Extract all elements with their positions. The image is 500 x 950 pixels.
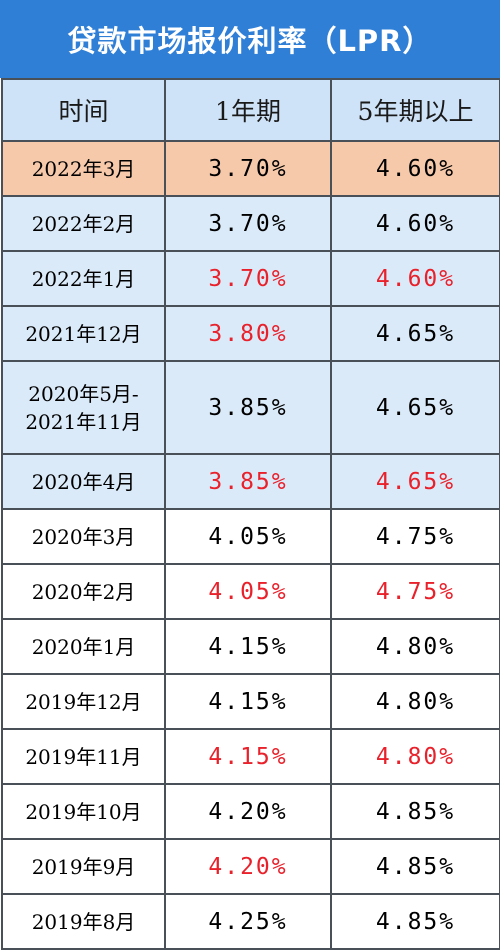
period-cell: 2019年8月 — [1, 893, 166, 950]
table-row: 2021年12月 3.80% 4.65% — [1, 305, 500, 362]
five-year-rate-cell: 4.65% — [330, 453, 500, 510]
table-row: 2019年8月 4.25% 4.85% — [1, 893, 500, 950]
one-year-rate-cell: 4.05% — [164, 508, 332, 565]
table-row: 2019年10月 4.20% 4.85% — [1, 783, 500, 840]
table-row: 2020年2月 4.05% 4.75% — [1, 563, 500, 620]
one-year-rate-cell: 4.20% — [164, 838, 332, 895]
five-year-rate-cell: 4.75% — [330, 563, 500, 620]
table-row: 2020年3月 4.05% 4.75% — [1, 508, 500, 565]
one-year-rate-cell: 4.15% — [164, 673, 332, 730]
table-row: 2019年12月 4.15% 4.80% — [1, 673, 500, 730]
five-year-rate-cell: 4.85% — [330, 838, 500, 895]
period-cell: 2021年12月 — [1, 305, 166, 362]
period-cell: 2020年5月- 2021年11月 — [1, 360, 166, 455]
table-row: 2019年11月 4.15% 4.80% — [1, 728, 500, 785]
column-header-five-year: 5年期以上 — [330, 78, 500, 142]
period-cell: 2019年11月 — [1, 728, 166, 785]
column-header-period: 时间 — [1, 78, 166, 142]
period-cell: 2019年10月 — [1, 783, 166, 840]
table-row: 2020年5月- 2021年11月 3.85% 4.65% — [1, 360, 500, 455]
period-cell: 2022年3月 — [1, 140, 166, 197]
one-year-rate-cell: 4.15% — [164, 728, 332, 785]
one-year-rate-cell: 4.25% — [164, 893, 332, 950]
table-row: 2020年4月 3.85% 4.65% — [1, 453, 500, 510]
table-row: 2020年1月 4.15% 4.80% — [1, 618, 500, 675]
five-year-rate-cell: 4.80% — [330, 673, 500, 730]
five-year-rate-cell: 4.65% — [330, 305, 500, 362]
period-cell: 2022年1月 — [1, 250, 166, 307]
five-year-rate-cell: 4.85% — [330, 893, 500, 950]
table-row: 2022年1月 3.70% 4.60% — [1, 250, 500, 307]
table-row: 2022年2月 3.70% 4.60% — [1, 195, 500, 252]
one-year-rate-cell: 4.20% — [164, 783, 332, 840]
five-year-rate-cell: 4.75% — [330, 508, 500, 565]
one-year-rate-cell: 3.70% — [164, 140, 332, 197]
period-cell: 2019年9月 — [1, 838, 166, 895]
table-header: 时间 1年期 5年期以上 — [1, 78, 500, 142]
five-year-rate-cell: 4.60% — [330, 140, 500, 197]
one-year-rate-cell: 3.85% — [164, 453, 332, 510]
period-cell: 2020年4月 — [1, 453, 166, 510]
table-row: 2019年9月 4.20% 4.85% — [1, 838, 500, 895]
table-body: 2022年3月 3.70% 4.60% 2022年2月 3.70% 4.60% 2022年1… — [1, 140, 500, 950]
period-cell: 2020年2月 — [1, 563, 166, 620]
five-year-rate-cell: 4.80% — [330, 618, 500, 675]
column-header-one-year: 1年期 — [164, 78, 332, 142]
page-title: 贷款市场报价利率（LPR） — [0, 0, 500, 78]
period-cell: 2020年1月 — [1, 618, 166, 675]
one-year-rate-cell: 3.70% — [164, 195, 332, 252]
period-cell: 2022年2月 — [1, 195, 166, 252]
one-year-rate-cell: 3.85% — [164, 360, 332, 455]
one-year-rate-cell: 3.70% — [164, 250, 332, 307]
five-year-rate-cell: 4.60% — [330, 195, 500, 252]
lpr-table: 时间 1年期 5年期以上 2022年3月 3.70% 4.60% 2022年2月 3.7… — [1, 78, 500, 950]
period-cell: 2020年3月 — [1, 508, 166, 565]
one-year-rate-cell: 4.05% — [164, 563, 332, 620]
one-year-rate-cell: 4.15% — [164, 618, 332, 675]
five-year-rate-cell: 4.80% — [330, 728, 500, 785]
five-year-rate-cell: 4.85% — [330, 783, 500, 840]
period-cell: 2019年12月 — [1, 673, 166, 730]
five-year-rate-cell: 4.65% — [330, 360, 500, 455]
five-year-rate-cell: 4.60% — [330, 250, 500, 307]
one-year-rate-cell: 3.80% — [164, 305, 332, 362]
table-row: 2022年3月 3.70% 4.60% — [1, 140, 500, 197]
